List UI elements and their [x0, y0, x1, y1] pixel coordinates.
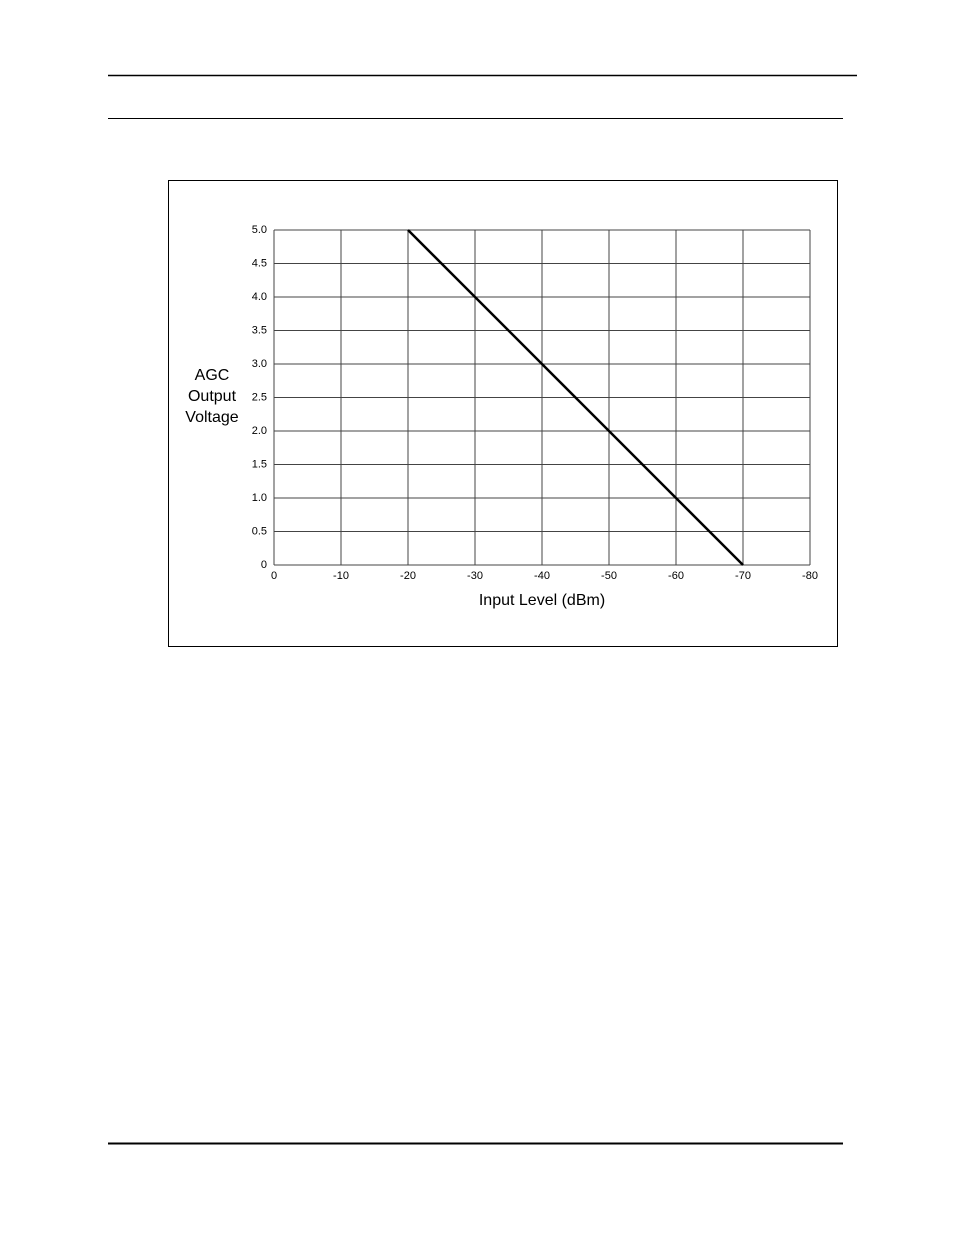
y-tick-label: 0: [261, 559, 267, 571]
chart: 0 0.5 1.0 1.5 2.0 2.5 3.0 3.5 4.0 4.5 5.0 0 -10 -20 -3…: [185, 224, 818, 609]
y-axis-title: Voltage: [185, 409, 238, 426]
y-tick-label: 2.0: [252, 425, 267, 437]
x-tick-label: -40: [534, 570, 550, 582]
y-tick-label: 4.0: [252, 291, 267, 303]
y-axis-title: Output: [188, 388, 237, 405]
y-tick-label: 1.5: [252, 458, 267, 470]
y-tick-label: 1.0: [252, 492, 267, 504]
x-tick-label: -30: [467, 570, 483, 582]
figure-frame: [168, 180, 838, 647]
x-axis-title: Input Level (dBm): [479, 592, 605, 609]
y-tick-label: 0.5: [252, 525, 267, 537]
x-tick-label: -80: [802, 570, 818, 582]
data-line: [407, 229, 744, 566]
x-tick-label: -50: [601, 570, 617, 582]
x-tick-label: -70: [735, 570, 751, 582]
y-tick-label: 3.0: [252, 358, 267, 370]
y-tick-label: 3.5: [252, 324, 267, 336]
y-axis-title: AGC: [195, 367, 230, 384]
x-tick-label: -20: [400, 570, 416, 582]
x-tick-label: 0: [271, 570, 277, 582]
y-tick-label: 2.5: [252, 391, 267, 403]
x-tick-label: -10: [333, 570, 349, 582]
y-tick-label: 5.0: [252, 224, 267, 236]
y-tick-label: 4.5: [252, 257, 267, 269]
x-tick-label: -60: [668, 570, 684, 582]
